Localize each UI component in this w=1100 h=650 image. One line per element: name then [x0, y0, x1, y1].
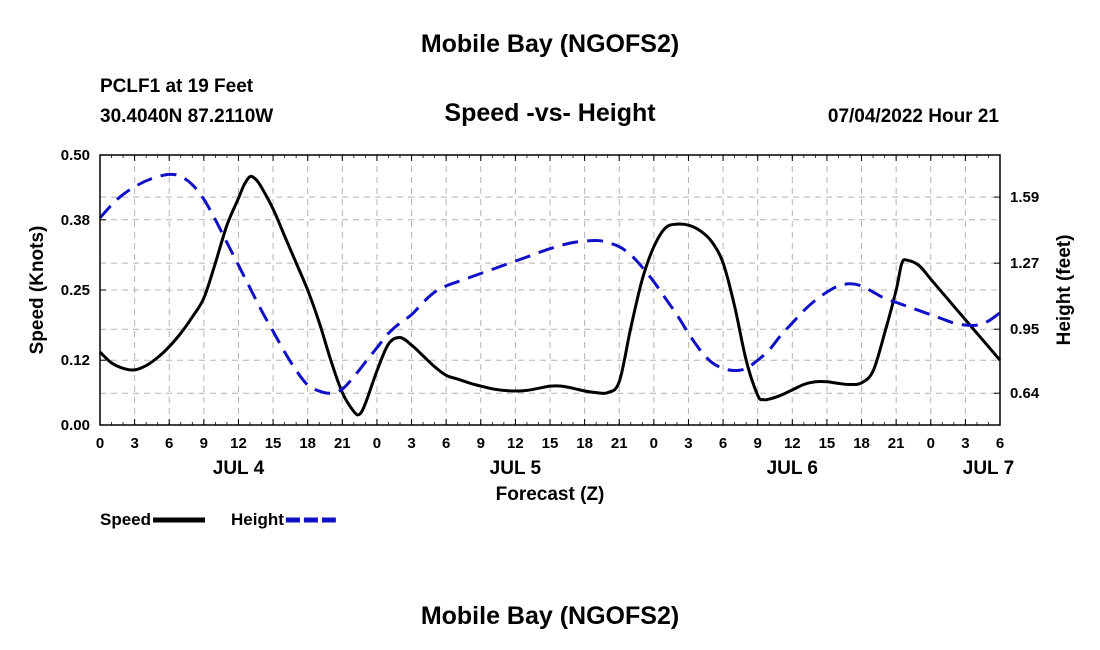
y2-tick-label: 1.27: [1010, 255, 1039, 272]
axis-ticks: 0 3 6 9 12 15 18 21 0 3 6 9 12 15 18 21 0 3 6 9 12 15 18 21 0 3 6 J…: [61, 147, 1040, 479]
x-tick-label: 15: [265, 435, 282, 452]
x-tick-label: 12: [784, 435, 801, 452]
y-axis-label: Speed (Knots): [27, 226, 48, 355]
day-label: JUL 6: [767, 458, 818, 479]
station-label: PCLF1 at 19 Feet: [100, 76, 254, 97]
y-tick-label: 0.38: [61, 212, 90, 229]
legend: Speed Height: [100, 510, 338, 529]
x-tick-label: 3: [130, 435, 138, 452]
forecast-datetime: 07/04/2022 Hour 21: [827, 106, 999, 127]
y-tick-label: 0.25: [61, 282, 90, 299]
legend-label: Speed: [100, 510, 151, 529]
chart-title: Speed -vs- Height: [444, 99, 656, 127]
x-axis-label: Forecast (Z): [496, 484, 605, 505]
x-tick-label: 6: [996, 435, 1004, 452]
series-lines: [98, 172, 1002, 417]
x-tick-label: 21: [334, 435, 351, 452]
day-label: JUL 7: [963, 458, 1014, 479]
y-tick-label: 0.00: [61, 417, 90, 434]
x-tick-label: 3: [684, 435, 692, 452]
day-label: JUL 4: [213, 458, 265, 479]
x-tick-label: 0: [927, 435, 935, 452]
x-tick-label: 3: [407, 435, 415, 452]
x-tick-label: 15: [819, 435, 836, 452]
x-tick-label: 18: [299, 435, 316, 452]
x-tick-label: 9: [200, 435, 208, 452]
x-tick-label: 9: [754, 435, 762, 452]
y-tick-label: 0.12: [61, 352, 90, 369]
x-tick-label: 0: [96, 435, 104, 452]
x-tick-label: 21: [611, 435, 628, 452]
x-tick-label: 0: [373, 435, 381, 452]
x-tick-label: 0: [650, 435, 658, 452]
y2-tick-label: 1.59: [1010, 189, 1039, 206]
top-title: Mobile Bay (NGOFS2): [420, 30, 680, 58]
x-tick-label: 3: [961, 435, 969, 452]
coordinates-label: 30.4040N 87.2110W: [100, 106, 274, 127]
legend-label: Height: [231, 510, 284, 529]
y-tick-label: 0.50: [61, 147, 90, 164]
y2-tick-label: 0.95: [1010, 321, 1039, 338]
speed-series-line: [98, 174, 1002, 417]
x-tick-label: 6: [442, 435, 450, 452]
grid-lines: [100, 155, 1000, 425]
x-tick-label: 18: [576, 435, 593, 452]
x-tick-label: 18: [853, 435, 870, 452]
speed-height-chart: 0 3 6 9 12 15 18 21 0 3 6 9 12 15 18 21 0 3 6 9 12 15 18 21 0 3 6 J…: [27, 147, 1075, 529]
bottom-title: Mobile Bay (NGOFS2): [420, 602, 680, 630]
x-tick-label: 15: [542, 435, 559, 452]
height-series-line: [98, 172, 1001, 395]
x-tick-label: 12: [507, 435, 524, 452]
x-tick-label: 9: [477, 435, 485, 452]
day-label: JUL 5: [490, 458, 542, 479]
x-tick-label: 12: [230, 435, 247, 452]
x-tick-label: 6: [165, 435, 173, 452]
x-tick-label: 6: [719, 435, 727, 452]
y2-tick-label: 0.64: [1010, 385, 1040, 402]
x-tick-label: 21: [888, 435, 905, 452]
y2-axis-label: Height (feet): [1054, 235, 1075, 346]
